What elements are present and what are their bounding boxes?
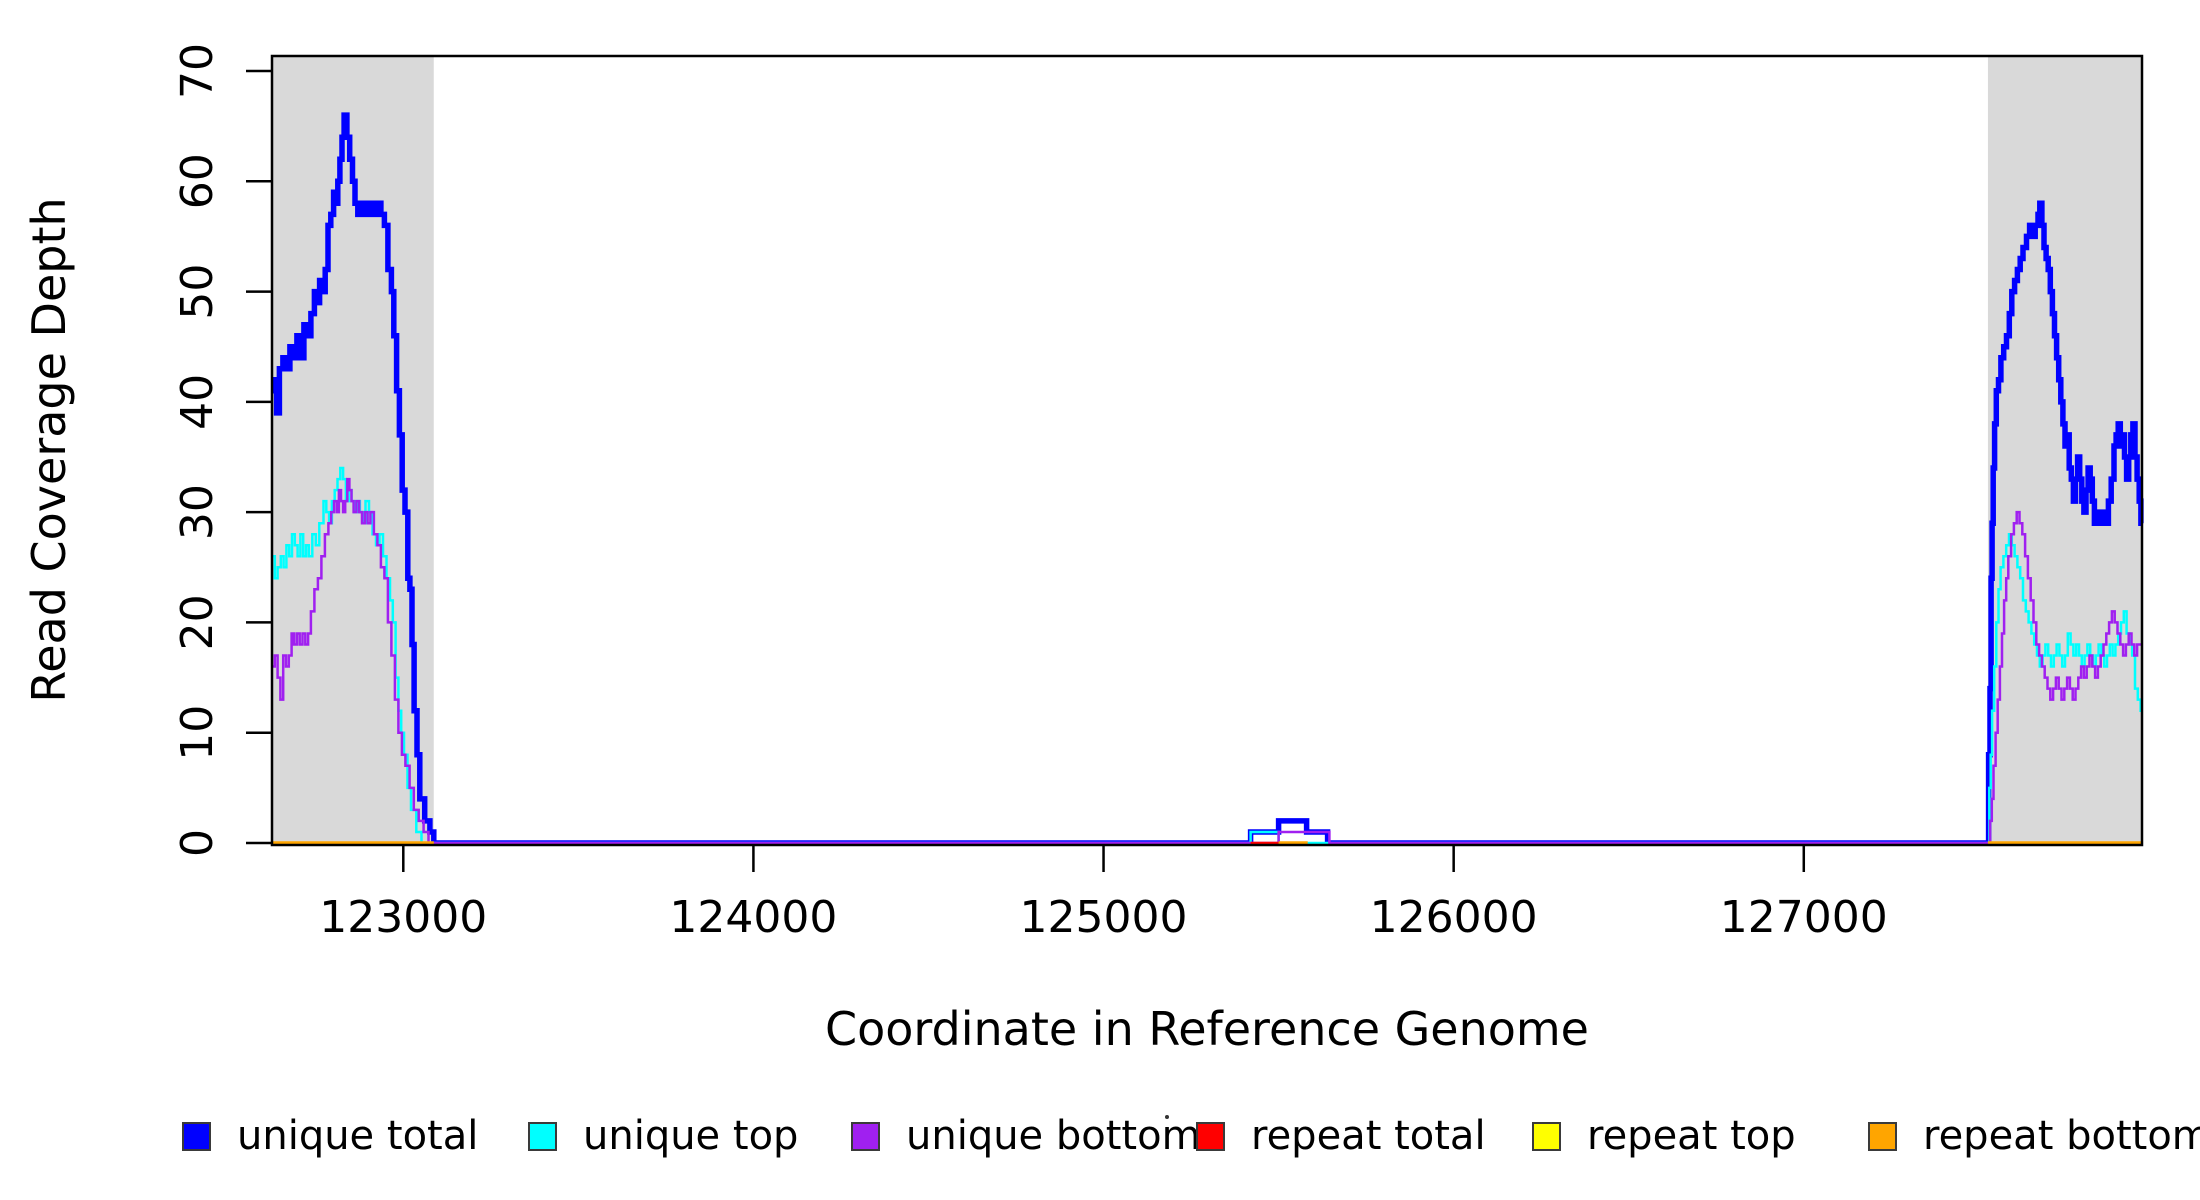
x-tick-label: 124000 — [669, 892, 837, 943]
legend-swatch-repeat-top — [1532, 1121, 1561, 1151]
x-axis-title: Coordinate in Reference Genome — [825, 1002, 1589, 1056]
repeat-region-shading-right — [1987, 56, 2142, 845]
x-tick-label: 126000 — [1370, 892, 1538, 943]
legend-label: unique bottom — [906, 1113, 1201, 1159]
legend: unique total unique top unique bottom repea… — [0, 1112, 2200, 1160]
legend-swatch-repeat-total — [1196, 1121, 1225, 1151]
y-tick-label: 0 — [172, 829, 223, 857]
x-tick-label: 127000 — [1720, 892, 1888, 943]
y-tick-label: 60 — [172, 153, 223, 209]
legend-item-repeat-top: repeat top — [1532, 1112, 1796, 1160]
legend-label: repeat total — [1251, 1113, 1486, 1159]
legend-item-unique-bottom: unique bottom — [851, 1112, 1201, 1160]
series-line-unique-bottom — [272, 477, 2142, 845]
series-line-unique-top — [272, 466, 2142, 845]
series-layer — [271, 112, 2144, 846]
legend-swatch-unique-bottom — [851, 1121, 880, 1151]
legend-label: unique total — [237, 1113, 479, 1159]
x-tick-label: 125000 — [1020, 892, 1188, 943]
y-axis-title: Read Coverage Depth — [22, 197, 76, 702]
series-line-unique-total — [271, 112, 2144, 846]
legend-label: repeat bottom — [1923, 1113, 2200, 1159]
legend-swatch-unique-top — [528, 1121, 557, 1151]
y-tick-label: 40 — [172, 374, 223, 430]
y-tick-label: 30 — [172, 484, 223, 540]
legend-item-repeat-total: repeat total — [1196, 1112, 1486, 1160]
y-tick-label: 20 — [172, 594, 223, 650]
legend-item-repeat-bottom: repeat bottom — [1868, 1112, 2200, 1160]
stray-mark — [1165, 1115, 1169, 1119]
legend-swatch-unique-total — [182, 1121, 211, 1151]
legend-item-unique-top: unique top — [528, 1112, 798, 1160]
legend-label: unique top — [583, 1113, 799, 1159]
repeat-shading-layer — [272, 56, 2142, 845]
plot-box — [270, 54, 2144, 847]
y-tick-label: 50 — [172, 264, 223, 320]
legend-swatch-repeat-bottom — [1868, 1121, 1897, 1151]
legend-item-unique-total: unique total — [182, 1112, 478, 1160]
y-tick-label: 70 — [172, 43, 223, 99]
x-tick-label: 123000 — [319, 892, 487, 943]
y-tick-label: 10 — [172, 705, 223, 761]
legend-label: repeat top — [1587, 1113, 1796, 1159]
axis-layer: 123000 124000 125000 126000 127000 0 10 20 30 40 5… — [172, 43, 2144, 943]
